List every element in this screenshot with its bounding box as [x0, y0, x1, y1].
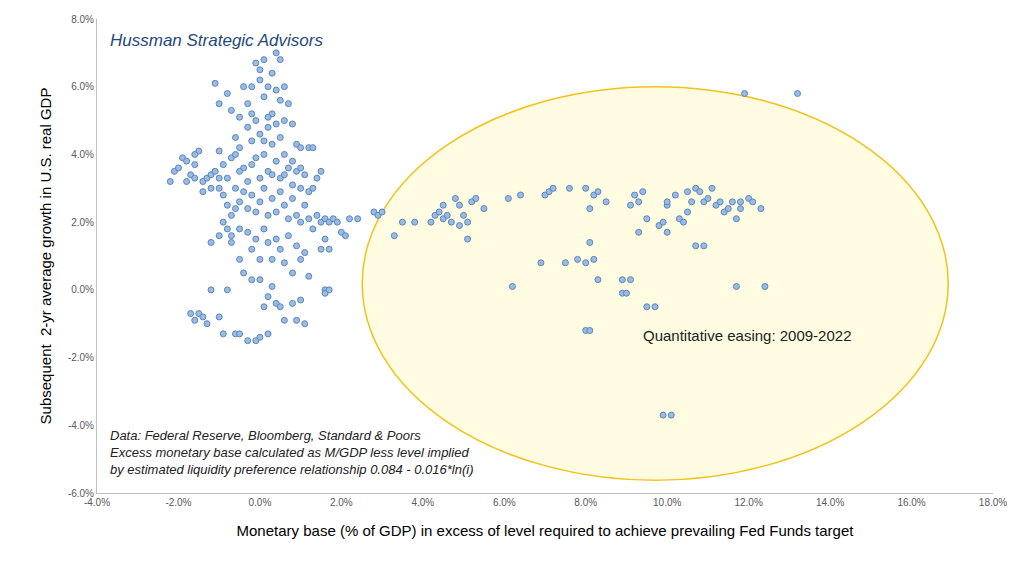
svg-text:6.0%: 6.0% — [71, 81, 94, 92]
svg-text:Monetary base (% of GDP) in ex: Monetary base (% of GDP) in excess of le… — [237, 522, 855, 539]
svg-text:14.0%: 14.0% — [816, 497, 844, 508]
svg-text:6.0%: 6.0% — [493, 497, 516, 508]
svg-text:8.0%: 8.0% — [71, 14, 94, 25]
svg-text:-2.0%: -2.0% — [165, 497, 191, 508]
svg-text:2.0%: 2.0% — [71, 217, 94, 228]
svg-text:4.0%: 4.0% — [71, 149, 94, 160]
svg-text:Hussman Strategic Advisors: Hussman Strategic Advisors — [110, 31, 323, 50]
svg-text:-4.0%: -4.0% — [84, 497, 110, 508]
svg-text:Data: Federal Reserve, Bloombe: Data: Federal Reserve, Bloomberg, Standa… — [110, 428, 473, 477]
svg-text:0.0%: 0.0% — [249, 497, 272, 508]
svg-text:16.0%: 16.0% — [897, 497, 925, 508]
svg-text:18.0%: 18.0% — [979, 497, 1007, 508]
svg-text:4.0%: 4.0% — [411, 497, 434, 508]
svg-text:8.0%: 8.0% — [574, 497, 597, 508]
svg-text:Subsequent 2-yr average growt: Subsequent 2-yr average growth in U.S. r… — [37, 88, 54, 425]
svg-text:-6.0%: -6.0% — [68, 488, 94, 499]
svg-text:0.0%: 0.0% — [71, 284, 94, 295]
svg-text:-4.0%: -4.0% — [68, 420, 94, 431]
svg-text:12.0%: 12.0% — [734, 497, 762, 508]
svg-text:2.0%: 2.0% — [330, 497, 353, 508]
svg-text:10.0%: 10.0% — [653, 497, 681, 508]
svg-text:-2.0%: -2.0% — [68, 352, 94, 363]
svg-text:Quantitative easing: 2009-2022: Quantitative easing: 2009-2022 — [643, 327, 851, 344]
